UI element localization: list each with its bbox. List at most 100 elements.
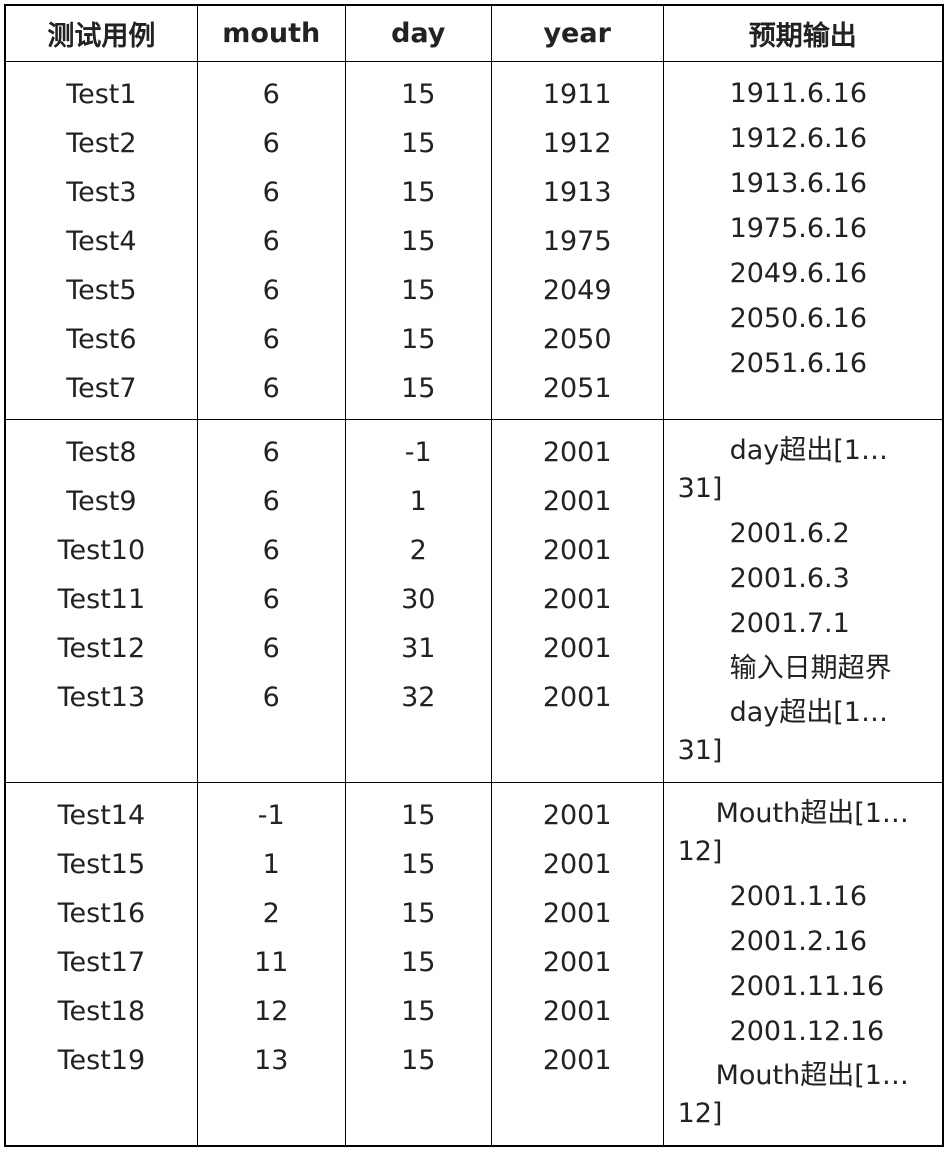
group-cell: 6 6 6 6 6 6 xyxy=(196,419,346,783)
input-value: 31 xyxy=(401,633,436,664)
input-value: 2001 xyxy=(542,535,612,566)
test-name: Test4 xyxy=(66,226,137,257)
test-name: Test16 xyxy=(57,898,146,929)
group-cell: -1 1 2 11 12 13 xyxy=(196,782,346,1147)
group-row: Test8 Test9 Test10 Test11 Test12 Test13 6 6 6 6 6 6… xyxy=(4,419,944,783)
group-cell: -1 1 2 30 31 32 xyxy=(344,419,492,783)
input-value: 15 xyxy=(401,947,436,978)
input-value: 6 xyxy=(262,437,280,468)
output-cell: Mouth超出[1…12] 2001.1.16 2001.2.16 2001.11.1… xyxy=(662,782,944,1147)
input-value: 2001 xyxy=(542,947,612,978)
input-value: 2001 xyxy=(542,437,612,468)
input-value: 6 xyxy=(262,324,280,355)
table-body: Test1 Test2 Test3 Test4 Test5 Test6 Test7 6 6 6 6 6… xyxy=(4,61,944,1147)
expected-output: 2001.7.1 xyxy=(729,608,850,639)
table-head: 测试用例 mouth day year 预期输出 xyxy=(4,4,944,62)
test-name: Test1 xyxy=(66,79,137,110)
expected-output: 2050.6.16 xyxy=(729,303,867,334)
test-name: Test3 xyxy=(66,177,137,208)
input-value: 2001 xyxy=(542,800,612,831)
input-value: 6 xyxy=(262,584,280,615)
header-cell: year xyxy=(490,4,664,62)
expected-output: 1913.6.16 xyxy=(729,168,867,199)
expected-output: 1912.6.16 xyxy=(729,123,867,154)
expected-output: 2001.11.16 xyxy=(729,971,885,1002)
input-value: 6 xyxy=(262,633,280,664)
input-value: 15 xyxy=(401,226,436,257)
input-value: 15 xyxy=(401,275,436,306)
group-cell: 2001 2001 2001 2001 2001 2001 xyxy=(490,782,664,1147)
input-value: 12 xyxy=(254,996,289,1027)
test-name: Test12 xyxy=(57,633,146,664)
input-value: 15 xyxy=(401,1045,436,1076)
group-row: Test14 Test15 Test16 Test17 Test18 Test19 -1 1 2… xyxy=(4,782,944,1147)
expected-output: 2051.6.16 xyxy=(729,348,867,379)
input-value: 32 xyxy=(401,682,436,713)
input-value: 15 xyxy=(401,898,436,929)
test-name: Test5 xyxy=(66,275,137,306)
input-value: 6 xyxy=(262,373,280,404)
group-cell: 6 6 6 6 6 6 6 xyxy=(196,61,346,420)
header-cell: 预期输出 xyxy=(662,4,944,62)
input-value: 15 xyxy=(401,177,436,208)
input-value: 2001 xyxy=(542,633,612,664)
input-value: 6 xyxy=(262,275,280,306)
input-value: 6 xyxy=(262,128,280,159)
expected-output: 2001.2.16 xyxy=(729,926,867,957)
input-value: 15 xyxy=(401,800,436,831)
input-value: 15 xyxy=(401,996,436,1027)
input-value: 1913 xyxy=(542,177,612,208)
expected-output: 1911.6.16 xyxy=(729,78,867,109)
test-name: Test8 xyxy=(66,437,137,468)
test-name: Test13 xyxy=(57,682,146,713)
input-value: 2050 xyxy=(542,324,612,355)
expected-output: day超出[1…31] xyxy=(677,697,888,766)
test-name: Test11 xyxy=(57,584,146,615)
expected-output: 2001.12.16 xyxy=(729,1016,885,1047)
expected-output: 2049.6.16 xyxy=(729,258,867,289)
input-value: 15 xyxy=(401,849,436,880)
input-value: 15 xyxy=(401,79,436,110)
input-value: 6 xyxy=(262,226,280,257)
group-row: Test1 Test2 Test3 Test4 Test5 Test6 Test7 6 6 6 6 6… xyxy=(4,61,944,420)
expected-output: 输入日期超界 xyxy=(729,653,892,684)
test-name: Test7 xyxy=(66,373,137,404)
header-cell: mouth xyxy=(196,4,346,62)
expected-output: 2001.1.16 xyxy=(729,881,867,912)
input-value: 15 xyxy=(401,324,436,355)
test-name: Test10 xyxy=(57,535,146,566)
input-value: 15 xyxy=(401,373,436,404)
input-value: 15 xyxy=(401,128,436,159)
input-value: 11 xyxy=(254,947,289,978)
test-name: Test17 xyxy=(57,947,146,978)
group-cell: 15 15 15 15 15 15 xyxy=(344,782,492,1147)
input-value: 2001 xyxy=(542,682,612,713)
input-value: 30 xyxy=(401,584,436,615)
input-value: 1 xyxy=(262,849,280,880)
test-name: Test14 xyxy=(57,800,146,831)
expected-output: 2001.6.2 xyxy=(729,518,850,549)
input-value: 2001 xyxy=(542,996,612,1027)
input-value: 1975 xyxy=(542,226,612,257)
group-cell: Test8 Test9 Test10 Test11 Test12 Test13 xyxy=(4,419,198,783)
expected-output: Mouth超出[1…12] xyxy=(677,798,909,867)
input-value: 13 xyxy=(254,1045,289,1076)
input-value: 2049 xyxy=(542,275,612,306)
input-value: 2001 xyxy=(542,849,612,880)
input-value: 6 xyxy=(262,486,280,517)
input-value: 2001 xyxy=(542,584,612,615)
input-value: 2001 xyxy=(542,1045,612,1076)
test-name: Test19 xyxy=(57,1045,146,1076)
input-value: 6 xyxy=(262,682,280,713)
test-name: Test6 xyxy=(66,324,137,355)
expected-output: 1975.6.16 xyxy=(729,213,867,244)
expected-output: day超出[1…31] xyxy=(677,435,888,504)
input-value: 6 xyxy=(262,79,280,110)
group-cell: Test14 Test15 Test16 Test17 Test18 Test19 xyxy=(4,782,198,1147)
group-cell: 15 15 15 15 15 15 15 xyxy=(344,61,492,420)
input-value: 2 xyxy=(262,898,280,929)
input-value: 2001 xyxy=(542,486,612,517)
output-cell: day超出[1…31] 2001.6.2 2001.6.3 2001.7.1 输入日期超… xyxy=(662,419,944,783)
input-value: 2 xyxy=(409,535,427,566)
